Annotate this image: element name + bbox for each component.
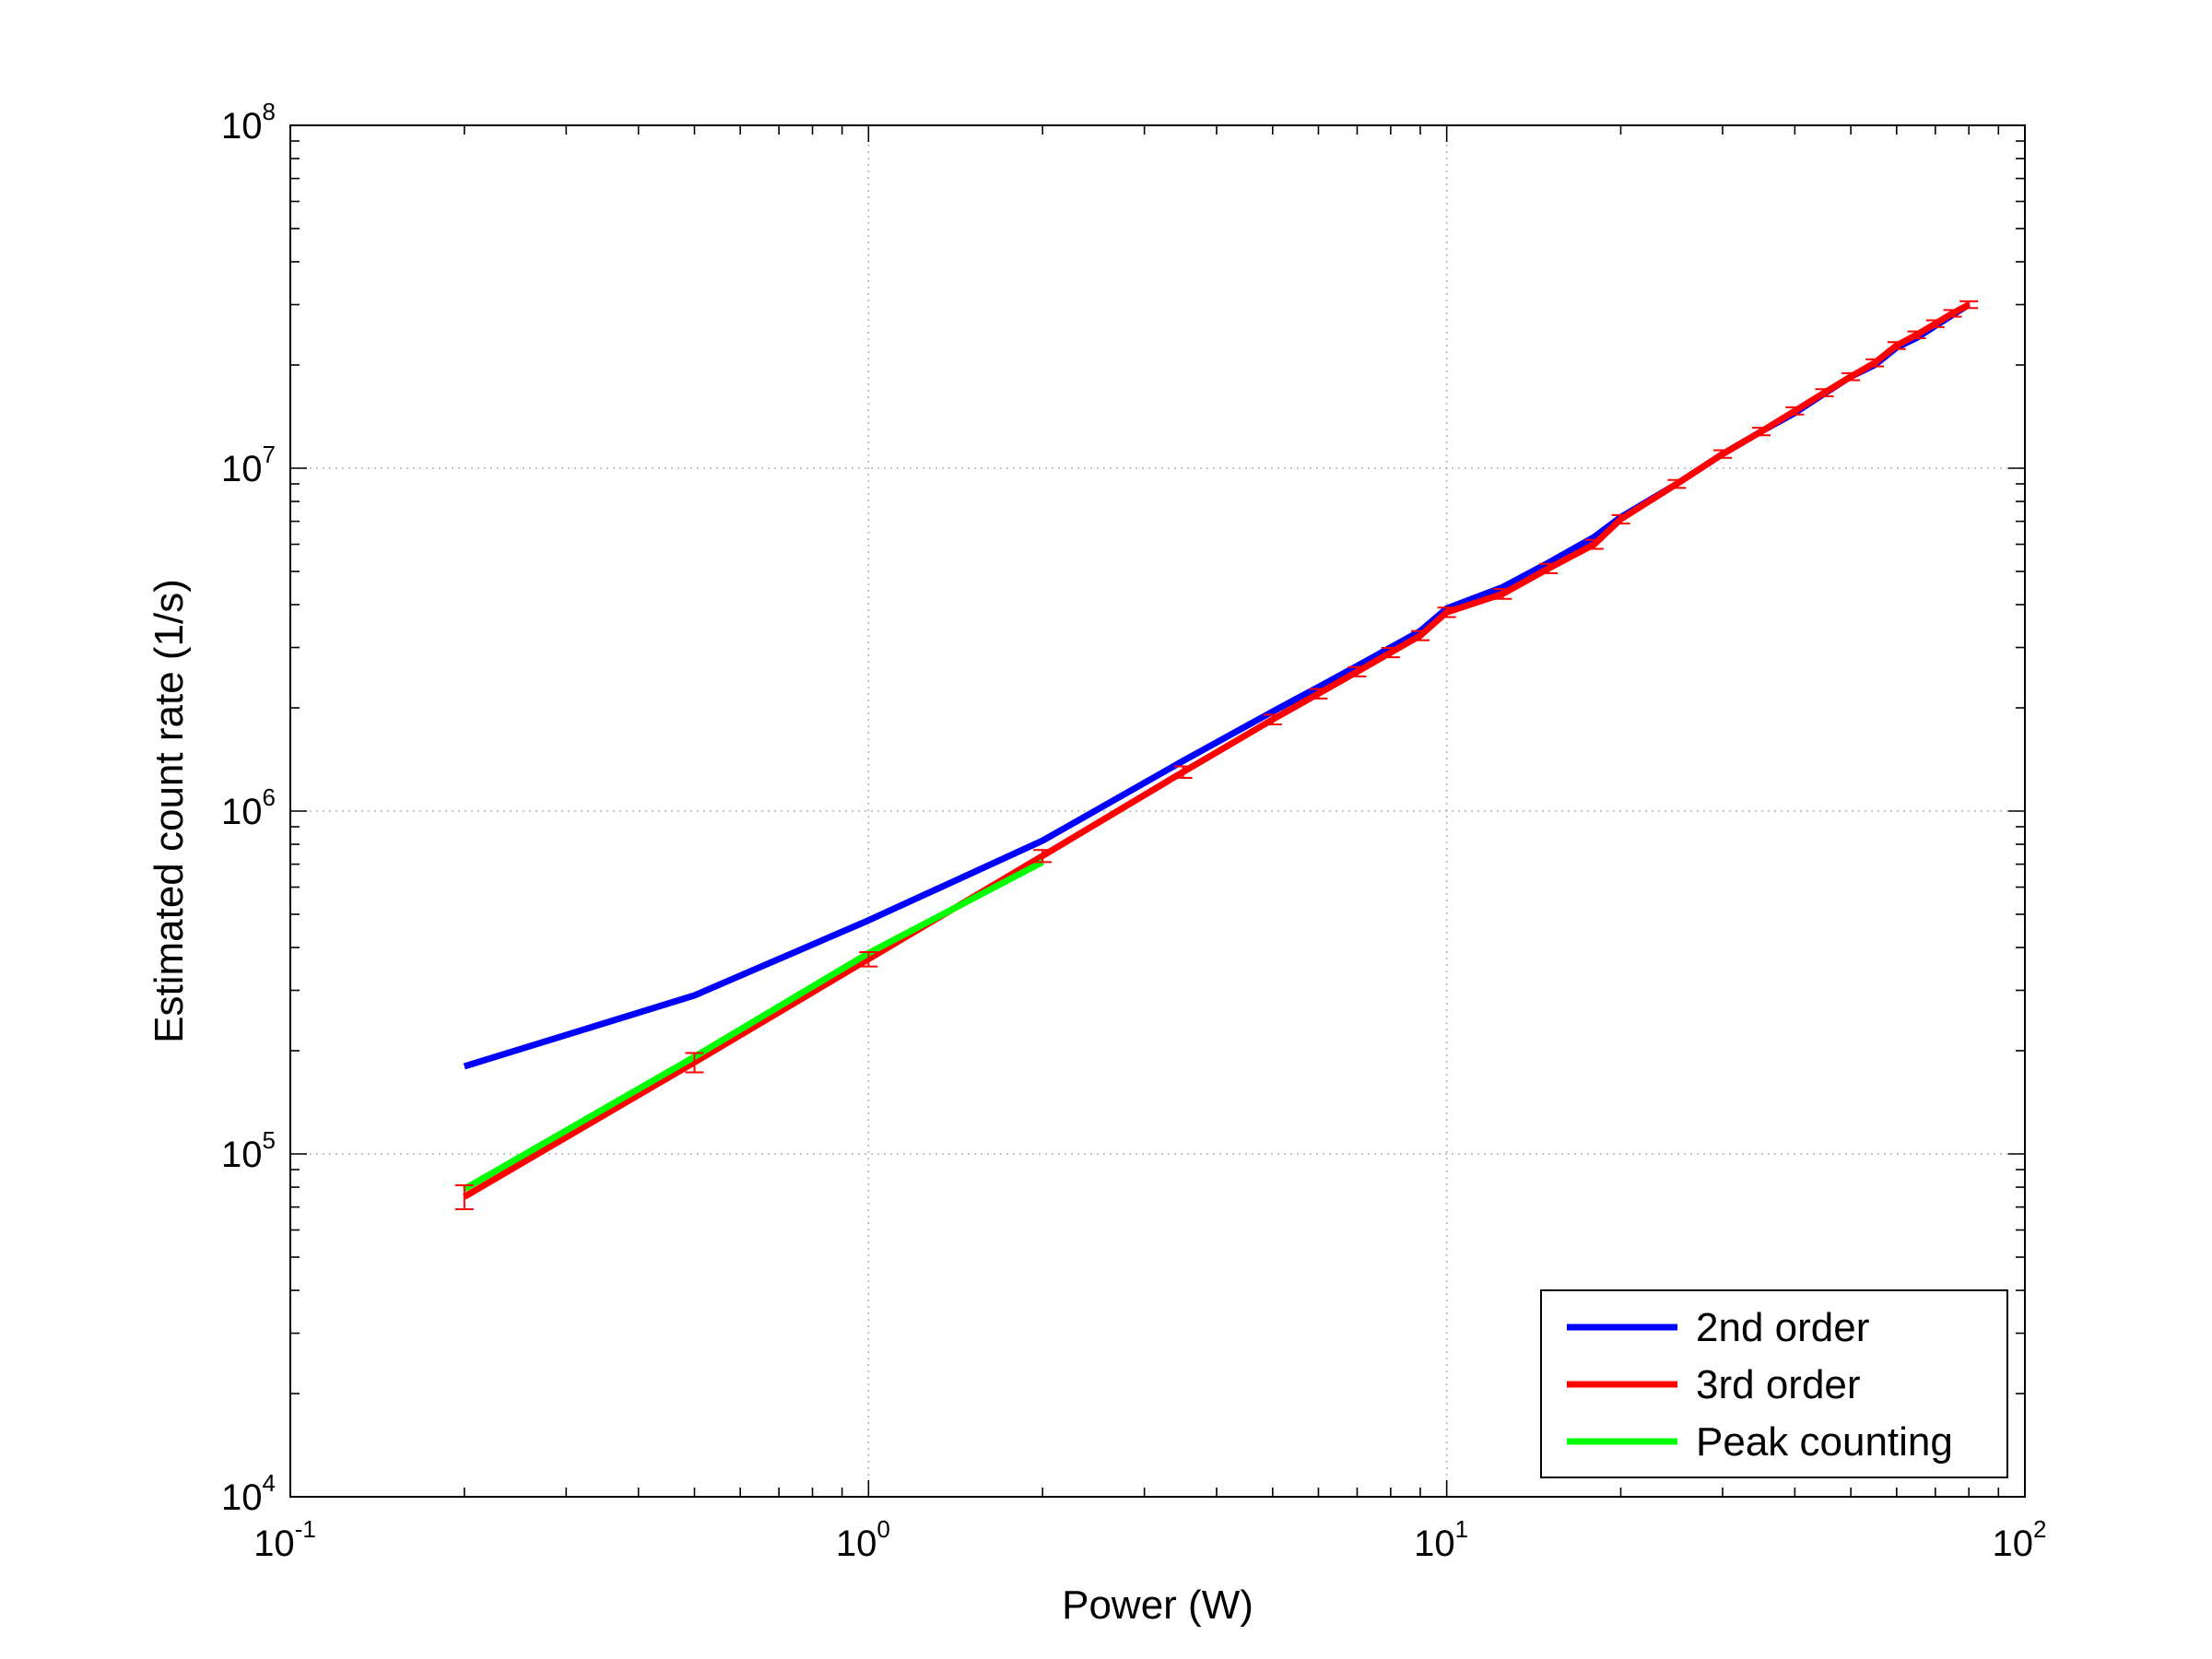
y-tick-label: 104 bbox=[221, 1469, 276, 1518]
x-tick-label: 102 bbox=[1993, 1515, 2047, 1564]
x-axis-label: Power (W) bbox=[1062, 1583, 1253, 1628]
error-bars bbox=[454, 300, 1979, 1210]
legend-label-3rd-order: 3rd order bbox=[1696, 1362, 1861, 1407]
y-tick-label: 108 bbox=[221, 98, 276, 147]
legend: 2nd order 3rd order Peak counting bbox=[1540, 1289, 2008, 1478]
x-tick-label: 101 bbox=[1414, 1515, 1468, 1564]
x-tick-label: 10-1 bbox=[253, 1515, 316, 1564]
grid-lines bbox=[290, 125, 2025, 1497]
legend-label-peak-counting: Peak counting bbox=[1696, 1419, 1953, 1465]
plot-frame bbox=[289, 124, 2026, 1498]
y-tick-label: 106 bbox=[221, 783, 276, 832]
series-line-peak-counting bbox=[463, 859, 1044, 1193]
y-tick-label: 105 bbox=[221, 1126, 276, 1175]
y-tick-label: 107 bbox=[221, 441, 276, 489]
y-axis-label: Estimated count rate (1/s) bbox=[147, 579, 192, 1043]
x-tick-label: 100 bbox=[836, 1515, 890, 1564]
legend-label-2nd-order: 2nd order bbox=[1696, 1305, 1869, 1350]
tick-labels: 10-1 100 101 102 104 105 106 107 108 bbox=[221, 98, 2046, 1564]
